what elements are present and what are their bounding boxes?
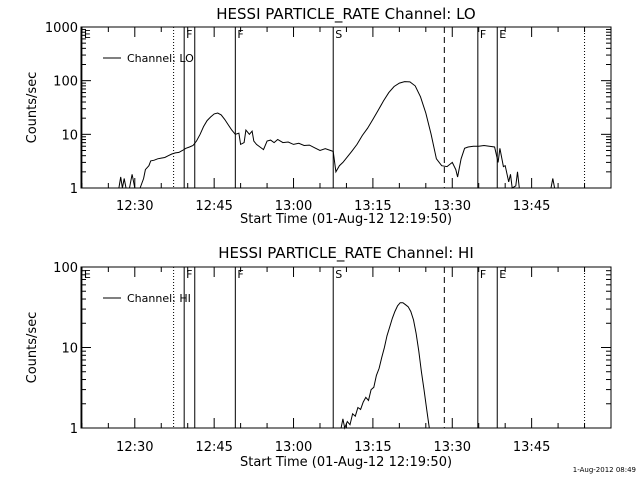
x-tick-label: 12:45 <box>195 199 232 214</box>
event-marker-label: F <box>237 268 243 281</box>
y-tick-label: 1000 <box>45 21 78 36</box>
x-tick-label: 12:45 <box>195 440 232 455</box>
timestamp-footer: 1-Aug-2012 08:49 <box>573 466 636 474</box>
x-axis-label: Start Time (01-Aug-12 12:19:50) <box>240 212 452 227</box>
event-marker-label: S <box>335 268 342 281</box>
y-axis-label: Counts/sec <box>25 312 40 384</box>
x-tick-label: 13:45 <box>513 440 550 455</box>
event-marker-label: F <box>237 28 243 41</box>
event-marker-label: E <box>84 28 91 41</box>
event-marker-label: F <box>186 28 192 41</box>
y-tick-label: 100 <box>53 75 78 90</box>
y-tick-label: 1 <box>70 182 78 197</box>
chart-title: HESSI PARTICLE_RATE Channel: HI <box>218 244 474 263</box>
x-tick-label: 13:15 <box>354 199 391 214</box>
series-line <box>550 178 556 189</box>
legend-entry: Channel: LO <box>127 52 194 65</box>
y-tick-label: 10 <box>61 342 78 357</box>
event-marker-label: F <box>480 268 486 281</box>
event-marker-label: S <box>335 28 342 41</box>
y-tick-label: 1 <box>70 422 78 437</box>
series-line <box>118 81 520 189</box>
y-tick-label: 10 <box>61 128 78 143</box>
x-axis-label: Start Time (01-Aug-12 12:19:50) <box>240 455 452 470</box>
x-tick-label: 13:15 <box>354 440 391 455</box>
x-tick-label: 13:45 <box>513 199 550 214</box>
event-marker-label: F <box>480 28 486 41</box>
event-marker-label: E <box>499 28 506 41</box>
series-line <box>340 302 430 430</box>
event-marker-label: F <box>186 268 192 281</box>
y-tick-label: 100 <box>53 261 78 276</box>
legend-entry: Channel: HI <box>127 292 191 305</box>
x-tick-label: 13:30 <box>434 199 471 214</box>
x-tick-label: 13:30 <box>434 440 471 455</box>
event-marker-label: E <box>84 268 91 281</box>
lo-channel-panel: HESSI PARTICLE_RATE Channel: LO 1 10 100 100… <box>25 5 612 227</box>
x-tick-label: 12:30 <box>116 440 153 455</box>
chart-title: HESSI PARTICLE_RATE Channel: LO <box>216 5 475 24</box>
x-tick-label: 13:00 <box>275 440 312 455</box>
x-tick-label: 12:30 <box>116 199 153 214</box>
y-axis-label: Counts/sec <box>25 72 40 144</box>
hi-channel-panel: HESSI PARTICLE_RATE Channel: HI 1 10 100 12:… <box>25 244 612 470</box>
x-tick-label: 13:00 <box>275 199 312 214</box>
event-marker-label: E <box>499 268 506 281</box>
